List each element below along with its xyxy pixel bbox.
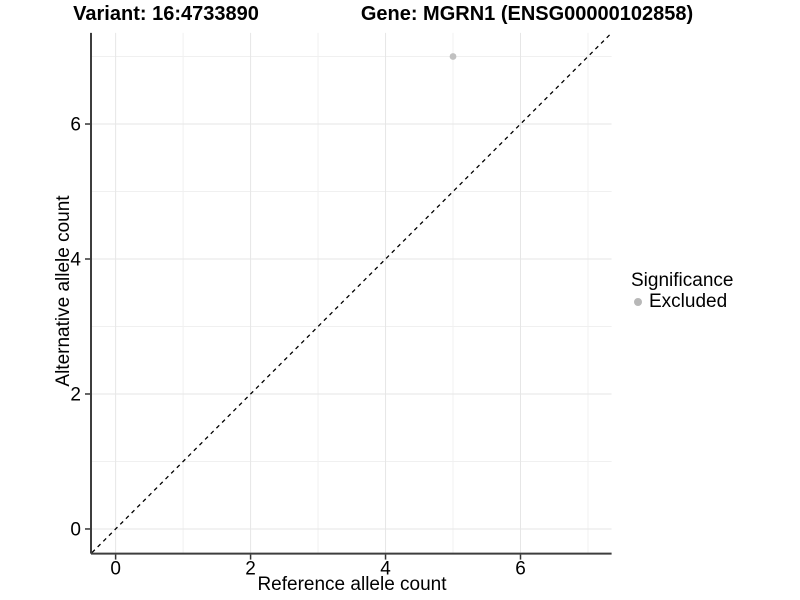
legend-title: Significance: [631, 270, 734, 291]
legend-entries: Excluded: [631, 291, 733, 312]
variant-title: Variant: 16:4733890: [73, 3, 259, 25]
y-axis-title: Alternative allele count: [53, 195, 74, 387]
x-axis-title: Reference allele count: [257, 574, 447, 595]
y-tick-label: 6: [70, 115, 81, 136]
legend-entry: Excluded: [631, 291, 733, 312]
legend: Significance Excluded: [631, 270, 733, 312]
y-tick-label: 4: [70, 250, 81, 271]
x-tick-label: 6: [515, 559, 526, 580]
x-tick-label: 2: [245, 559, 256, 580]
legend-entry-label: Excluded: [649, 291, 728, 312]
gene-title: Gene: MGRN1 (ENSG00000102858): [360, 3, 694, 25]
identity-dashed-line: [91, 32, 613, 554]
y-tick-label: 0: [70, 519, 81, 540]
x-tick-label: 4: [380, 559, 391, 580]
y-tick-label: 2: [70, 384, 81, 405]
data-point: [449, 53, 457, 60]
x-tick-label: 0: [110, 559, 121, 580]
legend-key-dot: [634, 297, 642, 306]
